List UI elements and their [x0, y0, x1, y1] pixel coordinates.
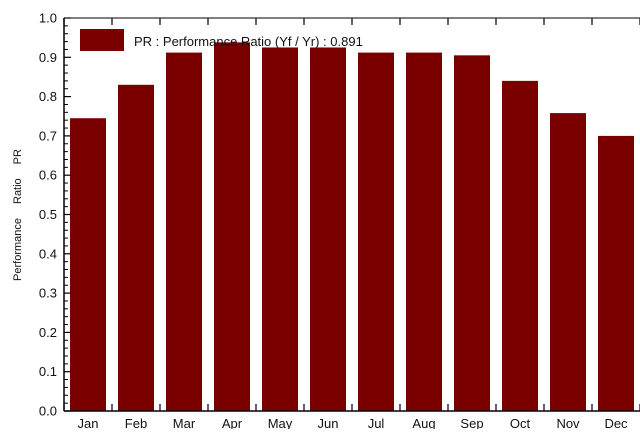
x-tick-label: Sep	[460, 416, 483, 429]
legend-swatch	[80, 29, 124, 51]
y-ticks-group: 0.0 0.1 0.2 0.3 0.4 0.5 0.6 0.7 0.8 0.9 1.0	[39, 11, 71, 419]
legend-label: PR : Performance Ratio (Yf / Yr) : 0.891	[134, 34, 363, 49]
bar-mar	[166, 52, 202, 412]
y-tick-label: 0.5	[39, 207, 57, 222]
x-tick-label: May	[268, 416, 293, 429]
x-tick-label: Jan	[78, 416, 99, 429]
y-tick-label: 0.0	[39, 404, 57, 419]
bar-jan	[70, 118, 106, 411]
bar-sep	[454, 55, 490, 412]
y-tick-label: 0.3	[39, 286, 57, 301]
x-ticks-group: Jan Feb Mar Apr May Jun Jul Aug Sep Oct Nov Dec	[63, 18, 640, 431]
bar-apr	[214, 42, 250, 412]
y-axis-title-word: PR	[12, 149, 24, 164]
y-axis-title-word: Ratio	[12, 178, 24, 204]
y-tick-label: 0.9	[39, 50, 57, 65]
bar-jul	[358, 52, 394, 412]
x-tick-label: Apr	[222, 416, 243, 429]
y-tick-label: 0.1	[39, 364, 57, 379]
y-tick-label: 0.7	[39, 128, 57, 143]
y-axis-title-word: Performance	[12, 218, 24, 281]
x-tick-label: Nov	[556, 416, 580, 429]
x-tick-label: Jun	[318, 416, 339, 429]
y-tick-label: 1.0	[39, 11, 57, 26]
y-tick-label: 0.4	[39, 246, 57, 261]
bar-nov	[550, 113, 586, 411]
y-tick-label: 0.2	[39, 325, 57, 340]
y-axis-title: Performance Ratio PR	[12, 149, 24, 281]
bar-dec	[598, 135, 634, 411]
x-tick-label: Oct	[510, 416, 531, 429]
legend: PR : Performance Ratio (Yf / Yr) : 0.891	[80, 29, 363, 51]
bars-group	[70, 42, 634, 412]
x-tick-label: Jul	[368, 416, 385, 429]
bar-aug	[406, 52, 442, 412]
bar-may	[262, 47, 298, 411]
bar-feb	[118, 84, 154, 411]
bar-oct	[502, 80, 538, 411]
y-tick-label: 0.6	[39, 168, 57, 183]
y-axis-label: Performance Ratio PR	[12, 149, 24, 281]
x-tick-label: Feb	[125, 416, 147, 429]
x-tick-label: Aug	[412, 416, 435, 429]
x-tick-label: Mar	[173, 416, 196, 429]
y-tick-label: 0.8	[39, 89, 57, 104]
bar-jun	[310, 47, 346, 411]
x-tick-label: Dec	[604, 416, 628, 429]
